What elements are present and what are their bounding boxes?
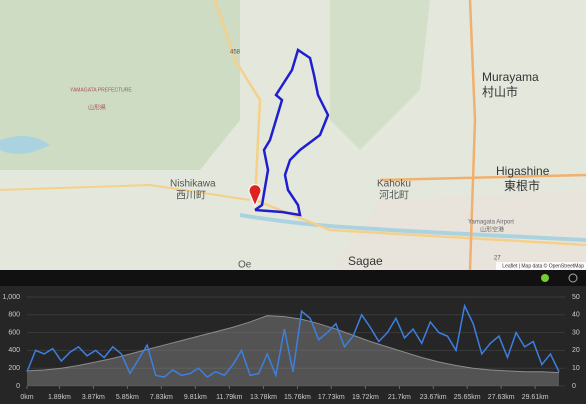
x-tick-label: 9.81km (184, 394, 207, 401)
place-label: 村山市 (482, 84, 518, 99)
road-number: 458 (230, 50, 241, 56)
x-tick-label: 0km (20, 394, 33, 401)
x-tick-label: 29.61km (522, 394, 549, 401)
place-label: Yamagata Airport (468, 220, 514, 226)
x-tick-label: 27.63km (488, 394, 515, 401)
place-label: 山形県 (88, 104, 106, 112)
y2-tick-label: 30 (572, 329, 580, 336)
x-tick-label: 13.78km (250, 394, 277, 401)
forest (330, 0, 430, 150)
place-label: YAMAGATA PREFECTURE (70, 87, 132, 93)
y-tick-label: 0 (16, 383, 20, 390)
y2-tick-label: 40 (572, 312, 580, 319)
start-marker[interactable] (248, 184, 262, 208)
x-tick-label: 17.73km (318, 394, 345, 401)
y-tick-label: 200 (8, 365, 20, 372)
place-label: 山形空港 (480, 226, 504, 234)
river (239, 213, 586, 242)
place-label: Oe (238, 260, 252, 271)
x-tick-label: 25.65km (454, 394, 481, 401)
y-tick-label: 800 (8, 312, 20, 319)
toolbar-icon[interactable] (568, 273, 578, 283)
x-tick-label: 1.89km (48, 394, 71, 401)
road-number: 27 (494, 256, 501, 262)
map: Murayama 村山市 Higashine 東根市 Nishikawa 西川町… (0, 0, 586, 271)
x-tick-label: 5.85km (116, 394, 139, 401)
place-label: 西川町 (176, 191, 206, 202)
place-label: 東根市 (504, 178, 540, 193)
x-tick-label: 3.87km (82, 394, 105, 401)
lake (0, 136, 50, 154)
town (330, 190, 586, 270)
place-label: Higashine (496, 164, 550, 178)
road (0, 183, 251, 201)
toolbar-icon[interactable] (541, 274, 549, 282)
y2-tick-label: 50 (572, 294, 580, 301)
place-label: Kahoku (377, 179, 411, 190)
place-label: Murayama (482, 70, 539, 84)
line (26, 303, 560, 379)
x-tick-label: 21.7km (388, 394, 411, 401)
plot: 0 200 400 600 800 1,000 0 10 20 30 40 50 0km 1.89km 3.… (2, 294, 579, 401)
line (26, 315, 560, 374)
area (27, 315, 559, 386)
chart-panel (0, 270, 586, 404)
chart-toolbar (0, 270, 586, 286)
y2-tick-label: 20 (572, 347, 580, 354)
y-tick-label: 600 (8, 329, 20, 336)
place-label: Sagae (348, 254, 383, 268)
road (213, 0, 586, 247)
place-label: Nishikawa (170, 179, 216, 190)
x-tick-label: 11.79km (216, 394, 242, 401)
attribution[interactable]: Leaflet | Map data © OpenStreetMap (502, 262, 584, 269)
attribution-bg (496, 262, 586, 270)
x-tick-label: 23.67km (420, 394, 447, 401)
road (379, 0, 586, 271)
forest (0, 0, 240, 170)
y-tick-label: 400 (8, 347, 20, 354)
y-tick-label: 1,000 (2, 294, 20, 301)
route (254, 48, 330, 217)
y2-tick-label: 0 (572, 383, 576, 390)
place-label: 河北町 (379, 190, 409, 202)
x-tick-label: 15.76km (284, 394, 311, 401)
x-tick-label: 19.72km (352, 394, 379, 401)
x-tick-label: 7.83km (150, 394, 173, 401)
y2-tick-label: 10 (572, 365, 580, 372)
